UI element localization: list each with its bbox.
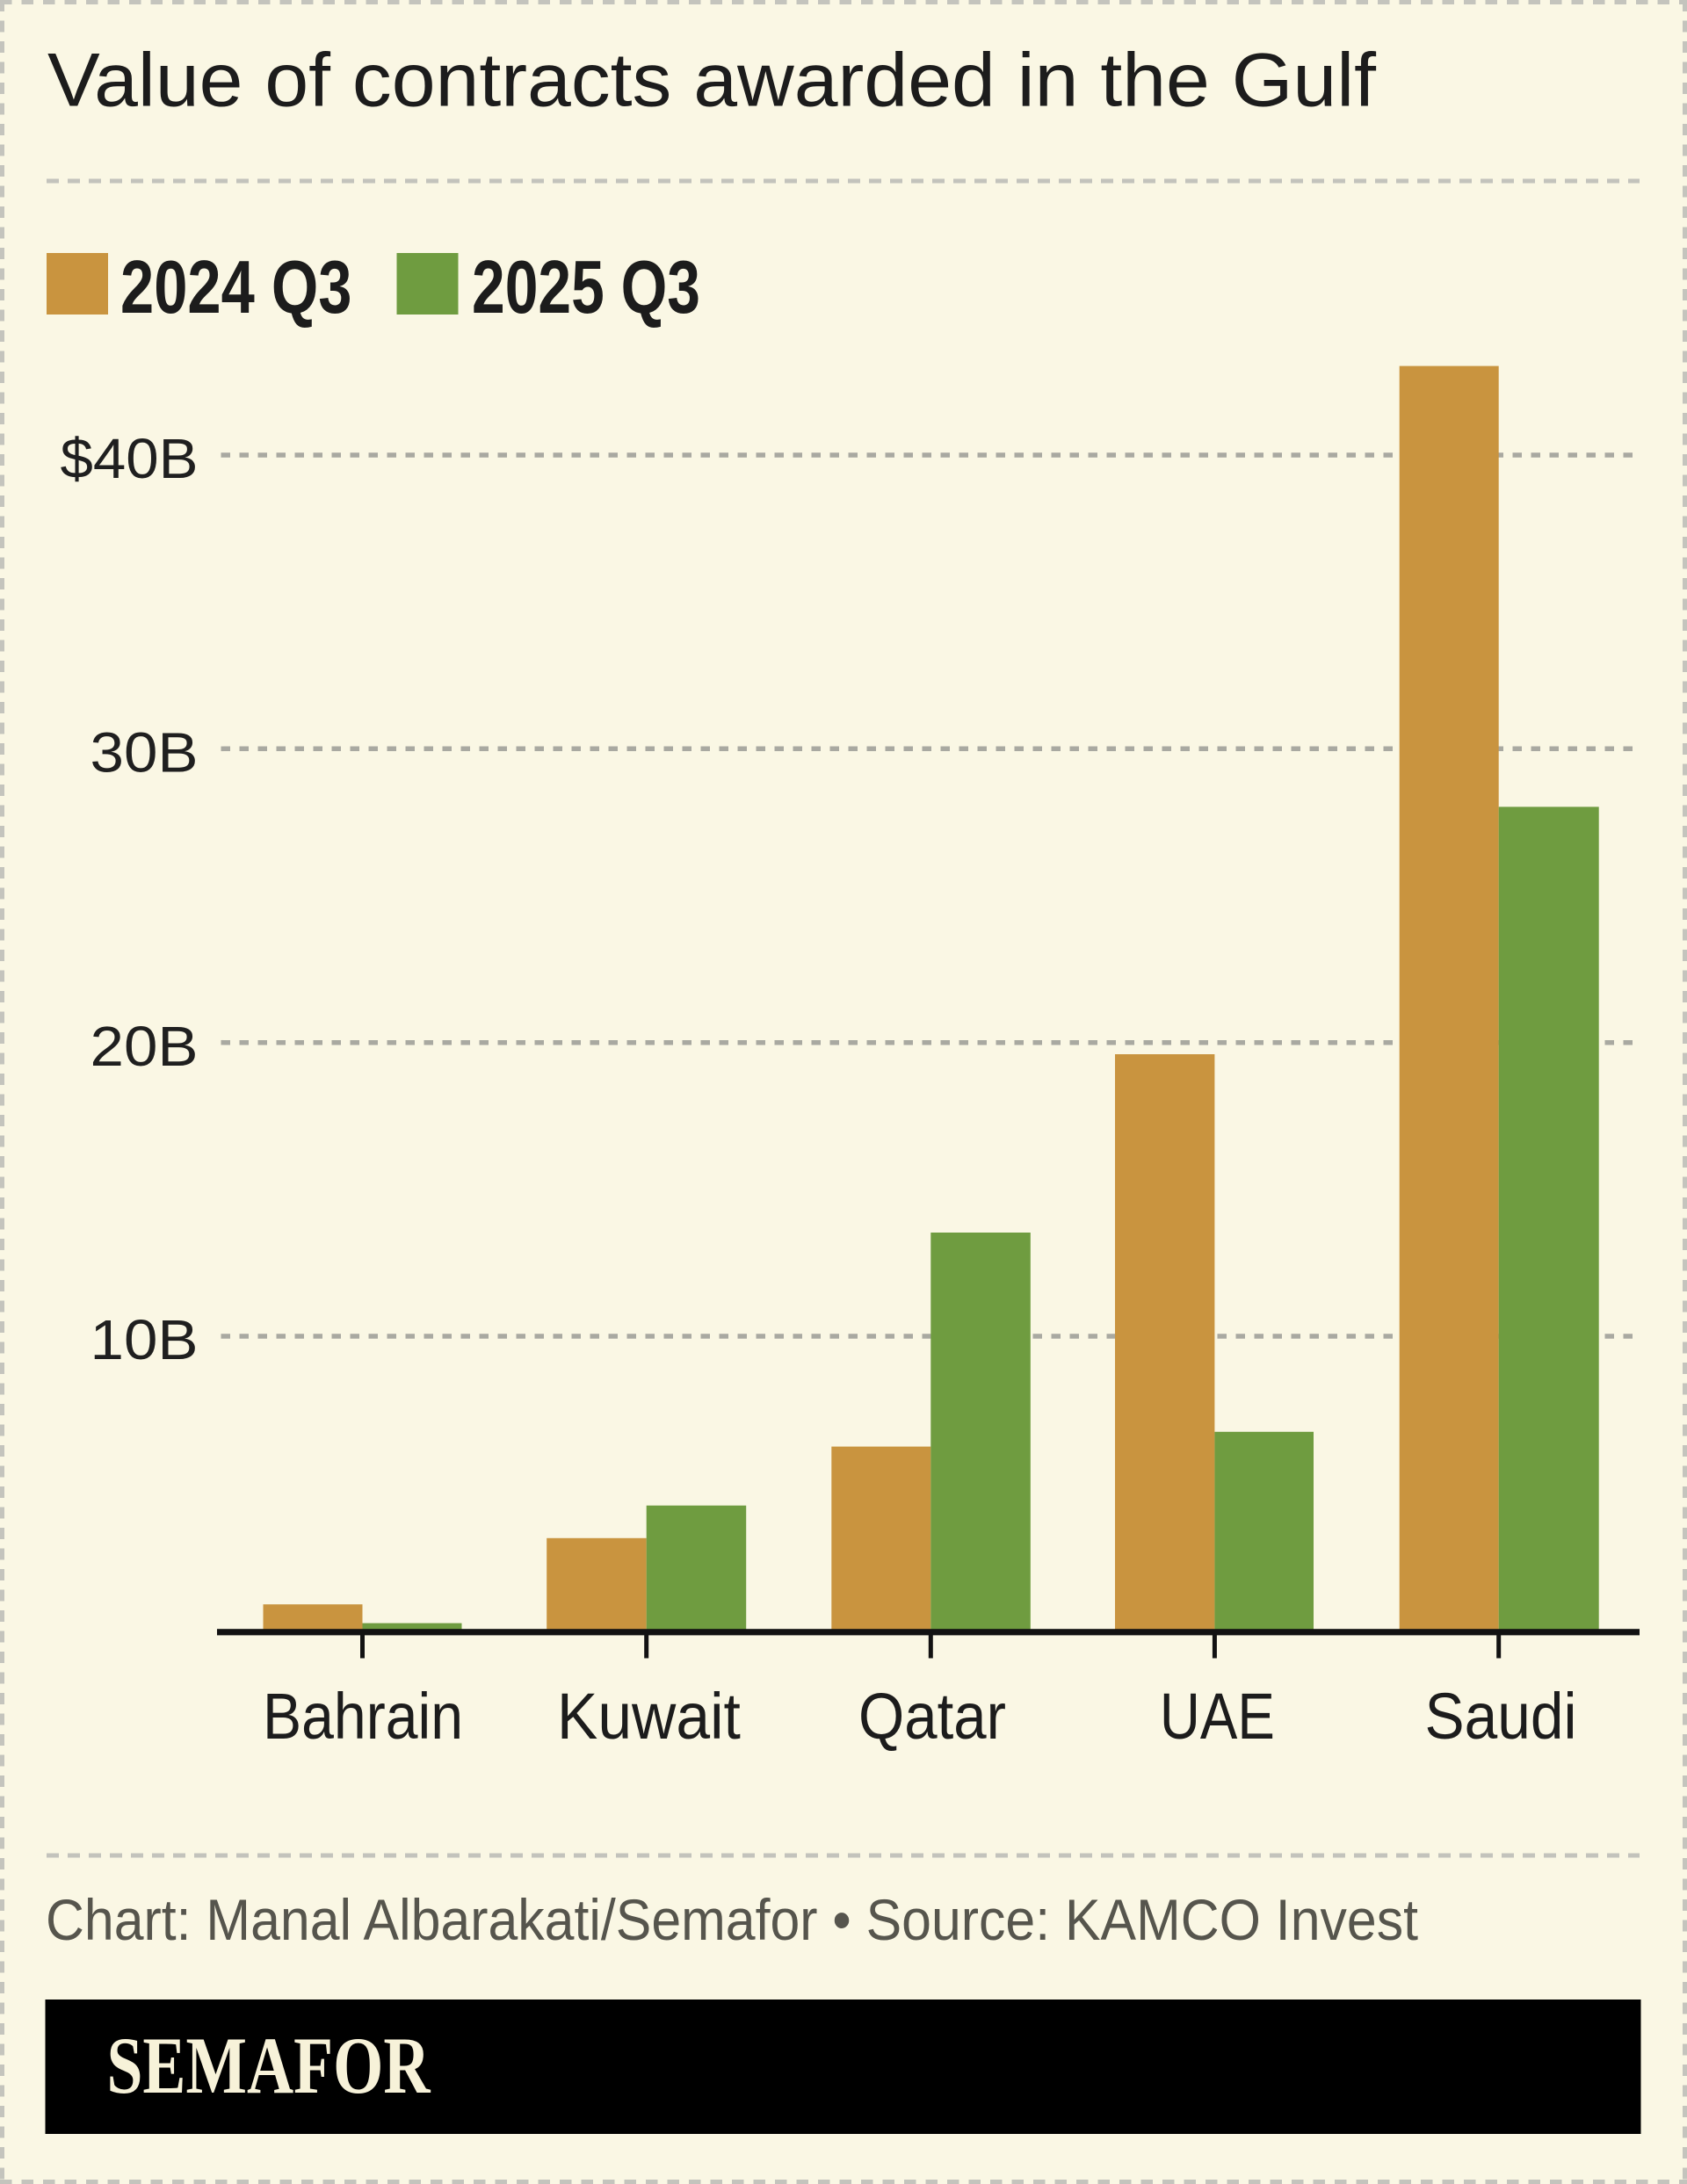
svg-text:UAE: UAE — [1160, 1680, 1275, 1753]
svg-text:Kuwait: Kuwait — [557, 1680, 741, 1753]
svg-text:30B: 30B — [91, 721, 199, 785]
svg-text:SEMAFOR: SEMAFOR — [107, 2021, 431, 2110]
svg-text:2024 Q3: 2024 Q3 — [120, 246, 352, 329]
svg-text:Chart: Manal Albarakati/Semafo: Chart: Manal Albarakati/Semafor • Source… — [46, 1887, 1418, 1952]
svg-text:Qatar: Qatar — [858, 1680, 1006, 1753]
svg-text:Saudi: Saudi — [1425, 1680, 1577, 1753]
svg-text:10B: 10B — [91, 1308, 199, 1371]
svg-text:2025 Q3: 2025 Q3 — [472, 246, 700, 329]
svg-text:Value of contracts awarded in: Value of contracts awarded in the Gulf — [47, 39, 1377, 123]
svg-text:$40B: $40B — [61, 427, 199, 490]
svg-text:Bahrain: Bahrain — [263, 1680, 463, 1753]
svg-text:20B: 20B — [91, 1015, 199, 1078]
